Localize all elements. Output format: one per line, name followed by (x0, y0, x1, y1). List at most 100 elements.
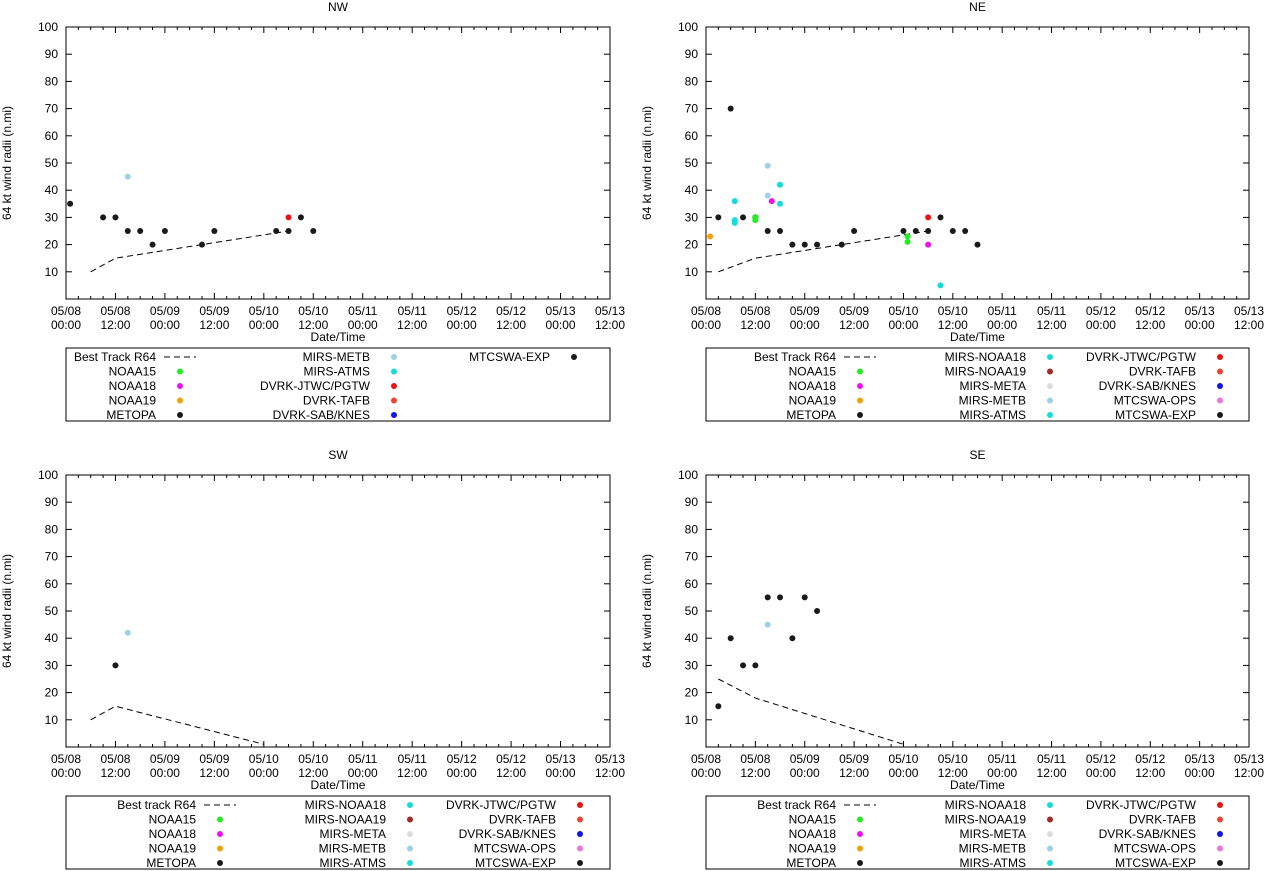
x-tick-date: 05/08 (51, 752, 81, 766)
legend-label: NOAA18 (789, 379, 837, 393)
y-axis-label: 64 kt wind radii (n.mi) (0, 554, 14, 668)
legend-label: MIRS-META (960, 379, 1026, 393)
plot-frame (705, 474, 1250, 748)
legend-dot-swatch (407, 831, 413, 837)
legend-label: DVRK-SAB/KNES (459, 827, 556, 841)
legend-label: NOAA19 (109, 394, 157, 408)
data-point-mtcswa-exp (789, 635, 796, 642)
legend-label: MTCSWA-EXP (475, 856, 556, 870)
legend-label: DVRK-JTWC/PGTW (446, 798, 557, 812)
legend-dot-swatch (1217, 368, 1223, 375)
legend-dot-swatch (1047, 860, 1053, 866)
legend-dot-swatch (217, 845, 223, 852)
panel-title: SE (969, 448, 985, 462)
data-point-noaa18 (768, 198, 775, 205)
x-tick-date: 05/08 (100, 752, 130, 766)
x-tick-time: 12:00 (1234, 318, 1264, 332)
y-tick-label: 100 (678, 20, 698, 34)
data-point-mirs-atms (777, 181, 784, 188)
y-tick-label: 30 (685, 210, 699, 224)
data-point-mtcswa-exp (925, 228, 932, 234)
legend-label: NOAA19 (789, 394, 837, 408)
legend-label: MTCSWA-EXP (469, 350, 550, 364)
legend-label: DVRK-JTWC/PGTW (260, 379, 371, 393)
legend-dot-swatch (1217, 831, 1223, 837)
x-tick-time: 00:00 (348, 766, 378, 780)
x-tick-time: 00:00 (1185, 766, 1215, 780)
legend-dot-swatch (391, 397, 397, 404)
x-axis-label: Date/Time (311, 330, 366, 344)
legend-dot-swatch (857, 816, 863, 823)
y-axis-label: 64 kt wind radii (n.mi) (640, 554, 654, 668)
data-point-mirs-atms (777, 200, 784, 207)
x-axis-label: Date/Time (311, 778, 366, 792)
data-point-mtcswa-exp (949, 228, 956, 234)
y-tick-label: 90 (45, 47, 59, 61)
data-point-mtcswa-exp (814, 241, 821, 248)
x-tick-time: 00:00 (51, 318, 81, 332)
data-point-mtcswa-exp (285, 228, 292, 234)
legend-label: METOPA (786, 408, 836, 422)
y-tick-label: 30 (45, 210, 59, 224)
legend-label: Best track R64 (757, 798, 836, 812)
y-tick-label: 10 (45, 265, 59, 279)
x-tick-time: 12:00 (1234, 766, 1264, 780)
y-tick-label: 100 (678, 468, 698, 482)
legend-dot-swatch (391, 354, 397, 360)
x-tick-date: 05/13 (546, 752, 576, 766)
y-tick-label: 40 (685, 183, 699, 197)
panel-sw: SW 10 20 30 40 50 60 70 80 90 100 64 kt wind radii … (0, 448, 625, 870)
data-point-noaa15 (904, 233, 911, 240)
best-track-line (718, 230, 929, 273)
data-point-mtcswa-exp (912, 228, 919, 234)
data-point-mtcswa-exp (310, 228, 317, 234)
panel-ne: NE 10 20 30 40 50 60 70 80 90 100 64 kt wind radii … (640, 0, 1264, 422)
data-point-mtcswa-exp (727, 635, 734, 642)
x-tick-date: 05/10 (888, 304, 918, 318)
x-tick-time: 12:00 (595, 318, 625, 332)
legend-label: DVRK-TAFB (1129, 365, 1196, 379)
x-tick-date: 05/13 (546, 304, 576, 318)
data-point-mtcswa-exp (838, 241, 845, 248)
legend-dot-swatch (1047, 802, 1053, 808)
data-point-noaa18 (925, 241, 932, 248)
x-tick-time: 12:00 (397, 318, 427, 332)
legend-label: MIRS-META (320, 827, 386, 841)
x-tick-date: 05/08 (51, 304, 81, 318)
x-tick-date: 05/09 (839, 752, 869, 766)
legend-label: NOAA15 (789, 813, 837, 827)
x-tick-time: 12:00 (839, 318, 869, 332)
legend-dot-swatch (1047, 397, 1053, 404)
plot-frame (65, 474, 611, 748)
x-tick-time: 00:00 (888, 766, 918, 780)
legend-dot-swatch (1047, 845, 1053, 852)
legend-dot-swatch (857, 860, 863, 866)
legend-dot-swatch (577, 802, 583, 808)
legend-dot-swatch (857, 383, 863, 389)
legend-label: DVRK-JTWC/PGTW (1086, 350, 1197, 364)
data-point-mirs-metb (764, 621, 771, 628)
x-tick-time: 00:00 (888, 318, 918, 332)
x-tick-date: 05/09 (150, 752, 180, 766)
legend-dot-swatch (407, 802, 413, 808)
legend-dot-swatch (177, 397, 183, 404)
legend-label: NOAA18 (149, 827, 197, 841)
y-tick-label: 70 (685, 550, 699, 564)
y-tick-label: 100 (38, 468, 58, 482)
data-point-mtcswa-exp (851, 228, 858, 234)
legend-label: MIRS-METB (319, 842, 386, 856)
x-tick-time: 00:00 (1086, 318, 1116, 332)
x-tick-date: 05/11 (988, 752, 1017, 766)
x-tick-time: 00:00 (150, 766, 180, 780)
x-tick-date: 05/12 (496, 304, 526, 318)
x-tick-date: 05/09 (199, 304, 229, 318)
x-tick-time: 12:00 (496, 318, 526, 332)
x-tick-time: 00:00 (348, 318, 378, 332)
y-tick-label: 40 (45, 631, 59, 645)
x-tick-time: 00:00 (790, 318, 820, 332)
legend-dot-swatch (1047, 816, 1053, 823)
y-tick-label: 50 (685, 156, 699, 170)
legend-label: MIRS-METB (303, 350, 370, 364)
